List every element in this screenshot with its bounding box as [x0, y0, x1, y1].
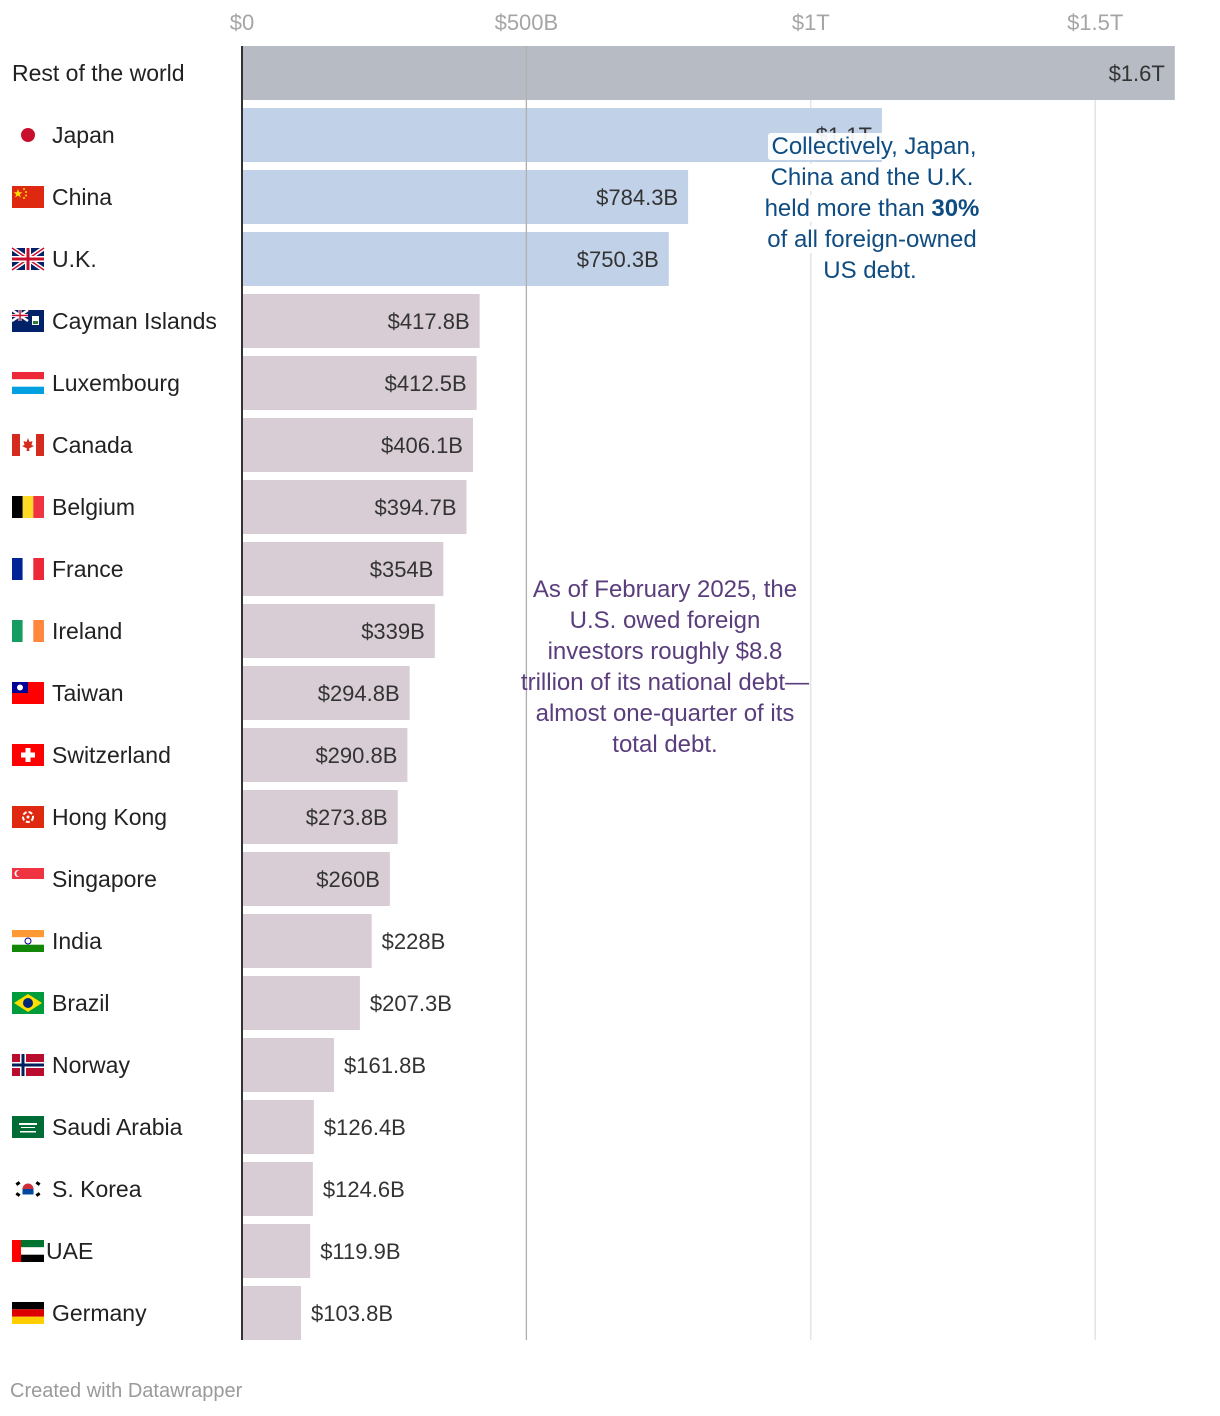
value-label: $103.8B [311, 1301, 393, 1326]
bar [242, 480, 467, 534]
bar [242, 666, 410, 720]
row-label: France [52, 556, 124, 582]
tick-label: $1T [792, 10, 830, 35]
value-label: $124.6B [323, 1177, 405, 1202]
row-label: China [52, 184, 112, 210]
row-label: Ireland [52, 618, 122, 644]
value-label: $294.8B [318, 681, 400, 706]
top3-annotation-highlight: 30% [931, 195, 980, 222]
bar [242, 914, 372, 968]
row-label: Saudi Arabia [52, 1114, 183, 1140]
row-label: Belgium [52, 494, 135, 520]
row-label: Brazil [52, 990, 110, 1016]
footer-credit: Created with Datawrapper [10, 1380, 243, 1402]
bar [242, 1100, 314, 1154]
value-label: $412.5B [385, 371, 467, 396]
row-labels: Rest of the world Japan China U.K. Cayman Is… [10, 60, 217, 1326]
singapore-flag-icon [12, 868, 44, 890]
value-label: $750.3B [577, 247, 659, 272]
value-label: $126.4B [324, 1115, 406, 1140]
row-label: S. Korea [52, 1176, 142, 1202]
row-label: Singapore [52, 866, 157, 892]
japan-flag-icon [21, 128, 35, 142]
bar [242, 542, 444, 596]
ireland-flag-icon [12, 620, 44, 642]
value-label: $228B [382, 929, 446, 954]
value-label: $260B [316, 867, 380, 892]
top3-annotation-text-end: of all foreign-owned US debt. [767, 226, 977, 284]
value-label: $273.8B [306, 805, 388, 830]
value-label: $417.8B [388, 309, 470, 334]
tick-label: $1.5T [1067, 10, 1123, 35]
bar [242, 1286, 302, 1340]
bar [242, 790, 398, 844]
value-label: $394.7B [375, 495, 457, 520]
south-korea-flag-icon [12, 1178, 44, 1200]
bar [242, 232, 669, 286]
row-label: Cayman Islands [52, 308, 217, 334]
value-label: $784.3B [596, 185, 678, 210]
switzerland-flag-icon [12, 744, 44, 766]
value-label: $119.9B [320, 1239, 400, 1264]
row-label: Hong Kong [52, 804, 167, 830]
bar [242, 46, 1175, 100]
value-label: $207.3B [370, 991, 452, 1016]
row-label: Germany [52, 1300, 147, 1326]
taiwan-flag-icon [12, 682, 44, 704]
value-label: $1.6T [1109, 61, 1165, 86]
bar [242, 604, 435, 658]
row-label: Norway [52, 1052, 130, 1078]
india-flag-icon [12, 930, 44, 952]
row-label: Luxembourg [52, 370, 180, 396]
france-flag-icon [12, 558, 44, 580]
germany-flag-icon [12, 1302, 44, 1324]
bar [242, 356, 477, 410]
summary-annotation: As of February 2025, the U.S. owed forei… [520, 576, 810, 758]
value-label: $354B [370, 557, 434, 582]
row-label: U.K. [52, 246, 97, 272]
cayman-islands-flag-icon [11, 308, 44, 332]
bar [242, 418, 473, 472]
belgium-flag-icon [12, 496, 44, 518]
saudi-arabia-flag-icon [12, 1116, 44, 1138]
row-label: India [52, 928, 102, 954]
top3-annotation: Collectively, Japan, China and the U.K. … [762, 131, 982, 286]
bar [242, 976, 360, 1030]
bar [242, 170, 689, 224]
top3-annotation-text: Collectively, Japan, China and the U.K. … [764, 133, 977, 222]
bar [242, 1162, 313, 1216]
tick-label: $0 [230, 10, 254, 35]
row-label: Switzerland [52, 742, 171, 768]
bar [242, 294, 480, 348]
value-label: $290.8B [315, 743, 397, 768]
brazil-flag-icon [12, 992, 44, 1014]
hong-kong-flag-icon [12, 806, 44, 828]
row-label: Rest of the world [12, 60, 185, 86]
row-label: Japan [52, 122, 115, 148]
bar [242, 728, 408, 782]
china-flag-icon [12, 186, 44, 208]
luxembourg-flag-icon [12, 372, 44, 394]
bar [242, 852, 390, 906]
tick-label: $500B [495, 10, 559, 35]
axis: $0 $500B $1T $1.5T [230, 10, 1123, 1340]
bars: $1.6T$1.1T$784.3B$750.3B$417.8B$412.5B$4… [242, 46, 1175, 1340]
uk-flag-icon [10, 246, 46, 272]
row-label: Canada [52, 432, 133, 458]
row-label: UAE [46, 1238, 93, 1264]
value-label: $161.8B [344, 1053, 426, 1078]
row-label: Taiwan [52, 680, 124, 706]
norway-flag-icon [12, 1054, 44, 1076]
uae-flag-icon [12, 1240, 44, 1262]
canada-flag-icon [12, 434, 44, 456]
value-label: $339B [361, 619, 425, 644]
bar [242, 1224, 311, 1278]
value-label: $406.1B [381, 433, 463, 458]
bar [242, 1038, 335, 1092]
